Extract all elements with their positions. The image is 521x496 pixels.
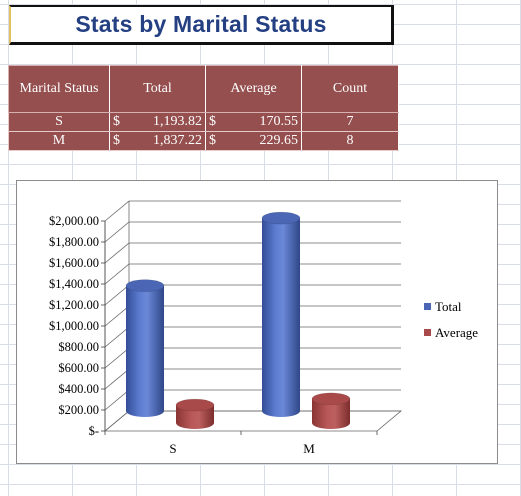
- table-row: S $1,193.82 $170.55 7: [8, 112, 399, 132]
- y-tick-label: $800.00: [58, 340, 99, 354]
- cell-average[interactable]: $170.55: [205, 112, 302, 132]
- cell-average[interactable]: $229.65: [205, 131, 302, 151]
- title-cell[interactable]: Stats by Marital Status: [9, 5, 394, 45]
- side-wall-gridline: [104, 326, 130, 348]
- y-tick-label: $2,000.00: [49, 214, 99, 228]
- y-tick-label: $1,200.00: [49, 298, 99, 312]
- cell-status[interactable]: S: [8, 112, 110, 132]
- cylinder-top: [261, 211, 301, 225]
- cylinder-bar-total: [261, 211, 301, 417]
- average-value: 170.55: [259, 114, 299, 129]
- y-tick-label: $600.00: [58, 361, 99, 375]
- side-wall-gridline: [104, 368, 130, 390]
- y-tick-label: $400.00: [58, 382, 99, 396]
- sheet-title: Stats by Marital Status: [75, 11, 327, 37]
- total-value: 1,193.82: [153, 114, 202, 129]
- side-wall-gridline: [104, 284, 130, 306]
- header-marital-status[interactable]: Marital Status: [8, 65, 110, 113]
- cell-status[interactable]: M: [8, 131, 110, 151]
- cell-total[interactable]: $1,193.82: [109, 112, 206, 132]
- currency-symbol: $: [209, 133, 216, 148]
- cell-count[interactable]: 8: [301, 131, 399, 151]
- bar-chart: $- $200.00 $400.00 $600.00 $800.00 $1,000.00 $…: [49, 200, 478, 456]
- cell-total[interactable]: $1,837.22: [109, 131, 206, 151]
- side-wall-gridline: [104, 389, 130, 411]
- cylinder-body: [312, 398, 350, 429]
- cylinder-top: [175, 398, 215, 412]
- currency-symbol: $: [113, 114, 120, 129]
- legend-swatch-total: [424, 303, 431, 310]
- cylinder-bar-total: [125, 279, 165, 417]
- cylinder-body: [176, 405, 214, 429]
- side-wall-gridline: [104, 242, 130, 264]
- side-wall-gridline: [104, 263, 130, 285]
- cylinder-body: [262, 218, 300, 417]
- x-tick-label: S: [169, 441, 176, 456]
- stats-table: Marital Status Total Average Count S $1,…: [8, 65, 399, 151]
- x-tick-label: M: [303, 441, 315, 456]
- chart-object[interactable]: $- $200.00 $400.00 $600.00 $800.00 $1,000.00 $…: [16, 180, 498, 464]
- y-tick-label: $1,600.00: [49, 256, 99, 270]
- cylinder-body: [126, 285, 164, 417]
- y-tick-label: $200.00: [58, 403, 99, 417]
- cylinder-top: [125, 279, 165, 292]
- table-row: M $1,837.22 $229.65 8: [8, 131, 399, 151]
- header-count[interactable]: Count: [301, 65, 399, 113]
- cylinder-bar-average: [311, 392, 351, 429]
- side-wall-gridline: [104, 221, 130, 243]
- legend-label-average: Average: [435, 325, 478, 340]
- legend-swatch-average: [424, 329, 431, 336]
- average-value: 229.65: [259, 133, 299, 148]
- table-header-row: Marital Status Total Average Count: [8, 65, 399, 113]
- side-wall-gridline: [104, 305, 130, 327]
- currency-symbol: $: [209, 114, 216, 129]
- cell-count[interactable]: 7: [301, 112, 399, 132]
- side-wall-gridline: [104, 200, 130, 222]
- y-tick-label: $1,000.00: [49, 319, 99, 333]
- header-total[interactable]: Total: [109, 65, 206, 113]
- header-average[interactable]: Average: [205, 65, 302, 113]
- total-value: 1,837.22: [153, 133, 202, 148]
- chart-floor: [103, 410, 403, 432]
- cylinder-top: [311, 392, 351, 406]
- cylinder-bar-average: [175, 398, 215, 429]
- y-tick-label: $1,400.00: [49, 277, 99, 291]
- currency-symbol: $: [113, 133, 120, 148]
- y-tick-label: $-: [89, 424, 99, 438]
- y-tick-label: $1,800.00: [49, 235, 99, 249]
- side-wall-gridline: [104, 347, 130, 369]
- legend-label-total: Total: [435, 299, 462, 314]
